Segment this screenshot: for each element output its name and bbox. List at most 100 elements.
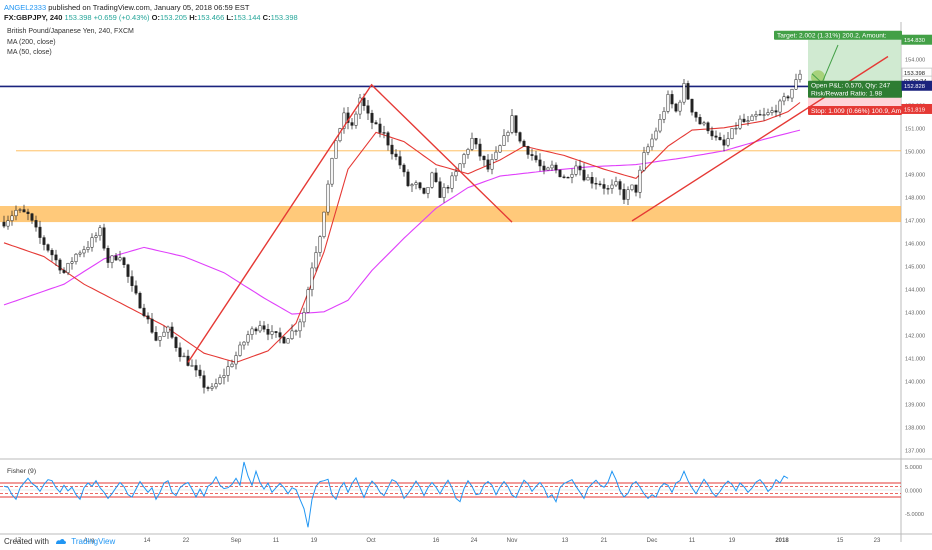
candle [698,114,702,125]
candle [690,98,694,116]
candle [546,166,550,171]
open-value: 153.205 [159,13,188,22]
candle [94,232,98,243]
candle-body [754,114,758,117]
candle [474,137,478,149]
price-tick-label: 145.000 [905,264,925,270]
candle [534,150,538,163]
candle [158,336,162,347]
price-tick-label: 149.000 [905,172,925,178]
candle [50,248,54,262]
candle [90,233,94,252]
candle [98,225,102,241]
candle-body [250,328,254,335]
candle [10,210,14,226]
candle [38,220,42,244]
candle [454,166,458,181]
candle [178,342,182,362]
candle-body [90,237,94,248]
target-label-text: Target: 2.002 (1.31%) 200.2, Amount: [777,33,887,40]
candle-body [610,184,614,189]
candle-body [158,336,162,341]
tradingview-brand[interactable]: TradingView [71,537,116,546]
candle-body [226,366,230,376]
target-label: Target: 2.002 (1.31%) 200.2, Amount: [774,30,902,40]
candle [518,131,522,144]
price-chart[interactable]: 137.000 138.000 139.000 140.000 141.000 142.0… [0,22,932,550]
time-tick-label: 22 [183,538,190,544]
candle [450,172,454,193]
candle-body [358,97,362,115]
candle [22,204,26,213]
candle-body [58,259,62,271]
candle-body [326,183,330,213]
candle [34,215,38,232]
candle [342,107,346,134]
candle-body [102,227,106,249]
fisher-pane: Fisher (9) 5.0000 0.0000 -5.0000 [0,461,924,528]
candle [190,359,194,367]
candle [238,341,242,357]
candle-body [666,94,670,112]
candle [278,327,282,344]
candle [742,113,746,124]
candle [782,92,786,106]
time-tick-label: 11 [689,538,696,544]
candle [2,215,6,229]
candle [770,106,774,116]
candle-body [738,118,742,129]
candle [734,122,738,135]
trend-line [371,84,513,223]
candle [62,267,66,274]
time-tick-label: 13 [562,538,569,544]
candle-body [46,244,50,251]
candle-body [274,331,278,333]
candle-body [486,159,490,170]
candle-body [594,183,598,185]
candle-body [466,149,470,155]
candle-body [302,312,306,323]
pnl-label-text: Open P&L: 0.570, Qty: 247 [811,83,891,90]
candle-body [378,123,382,133]
candle [318,235,322,257]
candle-body [54,254,58,261]
candle [182,352,186,358]
candle-body [562,176,566,178]
candle [498,144,502,153]
candle-body [334,140,338,159]
candle-body [638,169,642,193]
candle [614,176,618,187]
price-tag-text: 152.828 [904,84,925,90]
candle-body [134,285,138,294]
candle [530,148,534,161]
low-key: L: [226,13,234,22]
candle [54,249,58,267]
candle-body [678,101,682,112]
candle-body [126,264,130,277]
time-tick-label: 16 [433,538,440,544]
candle [130,270,134,292]
price-tick-label: 147.000 [905,218,925,224]
candle-body [786,96,790,99]
time-tick-label: 11 [273,538,280,544]
candle-body [602,184,606,189]
candle [646,143,650,156]
candle [382,125,386,139]
author-link[interactable]: ANGEL2333 [4,3,47,12]
candle [218,374,222,386]
candle [582,163,586,182]
candle-body [34,220,38,228]
candle-body [722,139,726,146]
candle [254,326,258,335]
pnl-label-bg [808,80,902,90]
price-tick-label: 139.000 [905,402,925,408]
candle-body [30,213,34,221]
candle [718,132,722,141]
candle [490,153,494,175]
candle-body [454,171,458,177]
candle-body [498,145,502,153]
candle [710,126,714,140]
candle [110,255,114,269]
candle [310,262,314,297]
candle [694,111,698,122]
